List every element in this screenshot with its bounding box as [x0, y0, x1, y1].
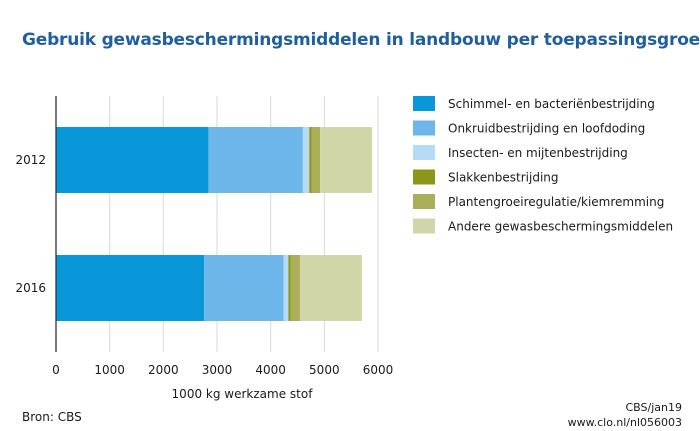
x-tick-label: 0	[52, 363, 60, 377]
bar-segment	[290, 255, 301, 321]
legend-swatch	[413, 218, 435, 234]
bar-segment	[56, 255, 205, 321]
bar-segment	[311, 127, 321, 193]
legend-label: Insecten- en mijtenbestrijding	[448, 146, 628, 160]
bar-segment	[204, 255, 284, 321]
bar-segment	[208, 127, 303, 193]
legend-label: Andere gewasbeschermingsmiddelen	[448, 220, 673, 234]
legend-label: Onkruidbestrijding en loofdoding	[448, 122, 645, 136]
legend-swatch	[413, 194, 435, 209]
legend-swatch	[413, 145, 435, 160]
y-category-label: 2016	[15, 281, 46, 295]
credit-url: www.clo.nl/nl056003	[567, 416, 682, 429]
x-tick-label: 2000	[148, 363, 179, 377]
x-tick-label: 6000	[363, 363, 394, 377]
legend-swatch	[413, 169, 435, 185]
credit-text: CBS/jan19	[625, 401, 683, 414]
legend-swatch	[413, 120, 435, 136]
bar-segment	[288, 255, 291, 321]
legend-swatch	[413, 96, 435, 111]
axes: 0 1000 2000 3000 4000 5000 6000 2012 2016	[15, 96, 393, 377]
x-tick-label: 4000	[255, 363, 286, 377]
x-tick-label: 3000	[202, 363, 233, 377]
bars	[56, 127, 373, 321]
source-note: Bron: CBS	[22, 410, 82, 424]
bar-segment	[283, 255, 289, 321]
y-category-label: 2012	[15, 153, 46, 167]
legend: Schimmel- en bacteriënbestrijding Onkruid…	[413, 96, 673, 234]
credit-block: CBS/jan19 www.clo.nl/nl056003	[568, 400, 682, 430]
bar-segment	[302, 127, 310, 193]
bar-segment	[300, 255, 362, 321]
chart-title: Gebruik gewasbeschermingsmiddelen in lan…	[22, 30, 700, 50]
x-tick-label: 5000	[309, 363, 340, 377]
legend-label: Slakkenbestrijding	[448, 171, 559, 185]
legend-label: Schimmel- en bacteriënbestrijding	[448, 97, 655, 111]
legend-label: Plantengroeiregulatie/kiemremming	[448, 195, 664, 209]
bar-segment	[309, 127, 312, 193]
bar-segment	[320, 127, 373, 193]
bar-segment	[56, 127, 209, 193]
x-axis-label: 1000 kg werkzame stof	[172, 387, 314, 401]
x-tick-label: 1000	[94, 363, 125, 377]
